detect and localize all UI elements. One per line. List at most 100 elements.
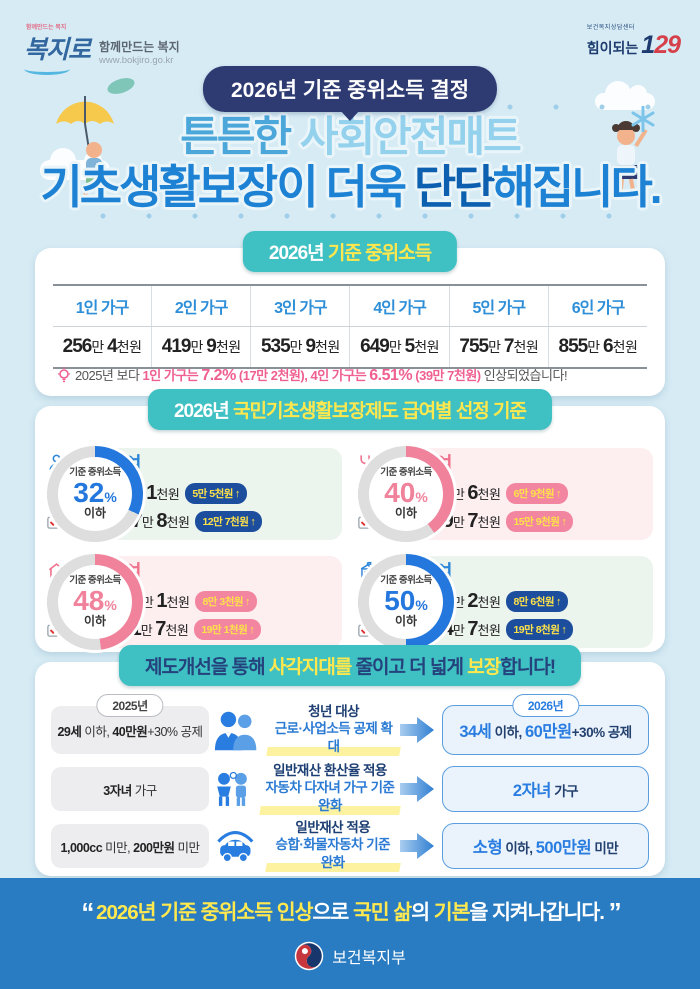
before-box: 2025년 29세 이하, 40만원+30% 공제	[51, 694, 209, 754]
footer-quote: “ 2026년 기준 중위소득 인상으로 국민 삶의 기본을 지켜나갑니다. ”	[81, 897, 622, 927]
helpline-text: 힘이되는	[586, 40, 639, 56]
bokjiro-tagline: 함께만드는 복지 www.bokjiro.go.kr	[99, 40, 180, 67]
donut-chart: 기준 중위소득 50% 이하	[358, 554, 454, 650]
increase-badge: 5만 5천원 ↑	[185, 483, 247, 504]
quote-close-icon: ”	[608, 897, 622, 927]
arrow-right-icon	[400, 717, 434, 743]
speech-badge: 2026년 기준 중위소득 결정	[202, 66, 498, 112]
income-header-row: 1인 가구 2인 가구 3인 가구 4인 가구 5인 가구 6인 가구	[53, 284, 647, 327]
column-header: 2인 가구	[151, 284, 251, 327]
criteria-heading: 2026년 국민기초생활보장제도 급여별 선정 기준	[147, 389, 553, 430]
increase-badge: 6만 9천원 ↑	[506, 483, 569, 504]
column-header: 6인 가구	[547, 284, 647, 327]
bokjiro-logo-mark: 함께만드는 복지 복지로	[24, 22, 91, 75]
helpline-number: 129	[641, 31, 681, 59]
column-header: 1인 가구	[53, 284, 152, 327]
improve-row-youth: 2025년 29세 이하, 40만원+30% 공제 청년 대상 근로·사업소득 …	[51, 694, 649, 757]
dotted-line-decoration	[80, 213, 625, 219]
arrow-right-icon	[400, 833, 434, 859]
income-cell: 755만 7천원	[448, 326, 549, 369]
improve-row-children: 3자녀 가구 일반재산 환산율 적용 자동차 다자녀 가구 기준 완화 2자녀 …	[51, 763, 649, 816]
footer: “ 2026년 기준 중위소득 인상으로 국민 삶의 기본을 지켜나갑니다. ”…	[0, 878, 700, 989]
quote-open-icon: “	[81, 897, 94, 927]
up-arrow-icon: ↑	[561, 515, 567, 528]
income-cell: 649만 5천원	[349, 326, 450, 369]
mid-title: 청년 대상	[308, 703, 360, 719]
ministry-signature: 보건복지부	[0, 941, 700, 971]
before-box: 3자녀 가구	[51, 767, 209, 811]
column-header: 4인 가구	[349, 284, 450, 327]
benefit-card-jugeo: 기준 중위소득 48% 이하 주거급여 1인 가구 123만 1천원 8만 3천	[47, 554, 342, 650]
improve-heading: 제도개선을 통해 사각지대를 줄이고 더 넓게 보장합니다!	[118, 645, 582, 686]
children-icon	[217, 771, 247, 806]
increase-badge: 15만 9천원 ↑	[506, 511, 574, 532]
up-arrow-icon: ↑	[556, 487, 562, 500]
increase-badge: 12만 7천원 ↑	[195, 511, 263, 532]
helpline-small-text: 보건복지상담센터	[586, 25, 635, 31]
benefit-card-uiryo: 기준 중위소득 40% 이하 의료급여 1인 가구 102만 6천원 6만 9천	[358, 446, 653, 542]
donut-percent: 40%	[384, 476, 428, 508]
improve-row-vehicle: 1,000cc 미만, 200만원 미만 일반재산 적용 승합·화물자동차 기준…	[51, 820, 649, 873]
bokjiro-url: www.bokjiro.go.kr	[99, 55, 174, 67]
increase-badge: 19만 1천원 ↑	[194, 619, 262, 640]
workers-icon	[214, 711, 257, 751]
income-cell: 256만 4천원	[53, 326, 152, 369]
asterisk-decoration	[631, 106, 655, 132]
increase-badge: 8만 3천원 ↑	[195, 591, 258, 612]
ministry-name: 보건복지부	[332, 950, 406, 967]
income-cell: 855만 6천원	[547, 326, 647, 369]
bokjiro-brand: 복지로	[24, 36, 91, 64]
income-panel: 2026년 기준 중위소득 1인 가구 2인 가구 3인 가구 4인 가구 5인…	[35, 231, 665, 396]
increase-note: 2025년 보다 1인 가구는 7.2% (17만 2천원), 4인 가구는 6…	[57, 365, 568, 385]
improve-panel: 제도개선을 통해 사각지대를 줄이고 더 넓게 보장합니다! 2025년 29세…	[35, 645, 665, 876]
mid-title: 일반재산 적용	[295, 819, 371, 835]
up-arrow-icon: ↑	[249, 623, 255, 636]
donut-percent: 48%	[73, 584, 117, 616]
main-title: 튼튼한 사회안전매트 기초생활보장이 더욱 단단해집니다.	[0, 113, 700, 214]
income-cell: 419만 9천원	[151, 326, 251, 369]
note-text: 2025년 보다 1인 가구는 7.2% (17만 2천원), 4인 가구는 6…	[75, 367, 568, 384]
benefit-card-saenggye: 기준 중위소득 32% 이하 생계급여 1인 가구 82만 1천원 5만 5천원	[47, 446, 342, 542]
mid-subtitle: 자동차 다자녀 가구 기준 완화	[259, 779, 401, 816]
donut-percent: 50%	[384, 584, 428, 616]
up-arrow-icon: ↑	[561, 623, 567, 636]
car-icon	[217, 831, 254, 863]
income-table: 1인 가구 2인 가구 3인 가구 4인 가구 5인 가구 6인 가구 256만…	[53, 284, 647, 369]
swoosh-icon	[24, 63, 70, 75]
donut-chart: 기준 중위소득 48% 이하	[47, 554, 143, 650]
after-box: 2026년 34세 이하, 60만원+30% 공제	[442, 694, 649, 755]
jumping-child-illustration	[611, 121, 648, 199]
bulb-icon	[58, 367, 70, 383]
income-heading: 2026년 기준 중위소득	[242, 231, 458, 272]
income-cell: 535만 9천원	[250, 326, 350, 369]
benefit-card-gyoyuk: 기준 중위소득 50% 이하 교육급여 1인 가구 128만 2천원 8만 6천	[358, 554, 653, 650]
year-badge-2025: 2025년	[96, 694, 164, 717]
bokjiro-small-tagline: 함께만드는 복지	[26, 25, 67, 31]
donut-chart: 기준 중위소득 40% 이하	[358, 446, 454, 542]
donut-percent: 32%	[73, 476, 117, 508]
leaf-decoration	[107, 78, 135, 94]
mid-subtitle: 승합·화물자동차 기준 완화	[264, 836, 401, 873]
criteria-panel: 2026년 국민기초생활보장제도 급여별 선정 기준 기준 중위소득 32% 이…	[35, 389, 665, 652]
up-arrow-icon: ↑	[234, 487, 241, 500]
increase-badge: 19만 8천원 ↑	[506, 619, 574, 640]
top-bar: 함께만드는 복지 복지로 함께만드는 복지 www.bokjiro.go.kr …	[24, 22, 681, 75]
mid-title: 일반재산 환산율 적용	[273, 762, 387, 778]
up-arrow-icon: ↑	[245, 595, 251, 608]
column-header: 5인 가구	[448, 284, 549, 327]
bokjiro-logo: 함께만드는 복지 복지로 함께만드는 복지 www.bokjiro.go.kr	[24, 22, 180, 75]
ministry-logo-icon	[294, 941, 324, 971]
arrow-right-icon	[400, 776, 434, 802]
helpline-129-logo: 보건복지상담센터 힘이되는 129	[586, 22, 681, 60]
umbrella-person-illustration	[56, 96, 114, 197]
before-box: 1,000cc 미만, 200만원 미만	[51, 824, 209, 868]
after-box: 2자녀 가구	[442, 766, 649, 812]
dotted-line-decoration	[395, 104, 660, 110]
up-arrow-icon: ↑	[556, 595, 562, 608]
year-badge-2026: 2026년	[511, 694, 580, 717]
title-line-2: 기초생활보장이 더욱 단단해집니다.	[40, 161, 662, 214]
after-box: 소형 이하, 500만원 미만	[442, 823, 649, 869]
increase-badge: 8만 6천원 ↑	[506, 591, 569, 612]
up-arrow-icon: ↑	[250, 515, 256, 528]
